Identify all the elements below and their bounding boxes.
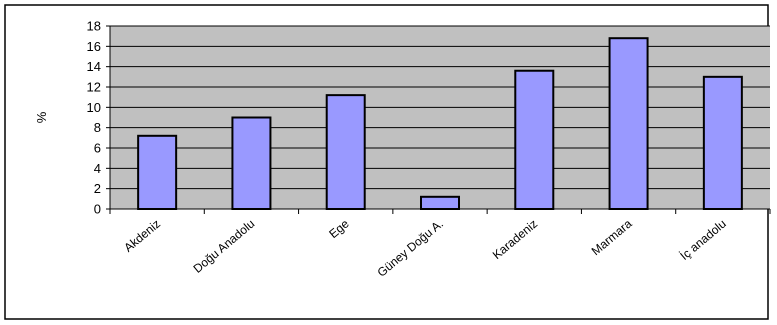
y-tick-label: 6 bbox=[94, 141, 101, 156]
bar-0 bbox=[137, 134, 178, 210]
y-tick-label: 2 bbox=[94, 181, 101, 196]
y-tick-label: 10 bbox=[87, 100, 101, 115]
bar-2 bbox=[325, 94, 366, 210]
y-tick-label: 14 bbox=[87, 59, 101, 74]
gridlines bbox=[110, 25, 770, 190]
axes bbox=[109, 26, 770, 210]
bar-1 bbox=[231, 116, 272, 210]
bar-5 bbox=[608, 37, 649, 211]
y-tick-label: 8 bbox=[94, 120, 101, 135]
y-tick-label: 18 bbox=[87, 19, 101, 34]
y-tick-label: 12 bbox=[87, 80, 101, 95]
bar-3 bbox=[420, 195, 460, 211]
bar-6 bbox=[702, 75, 743, 211]
plot-area bbox=[110, 26, 770, 209]
y-tick-label: 4 bbox=[94, 161, 101, 176]
y-ticks: 0 2 4 6 8 10 12 14 16 18 bbox=[87, 19, 110, 217]
y-axis-label: % bbox=[34, 111, 49, 123]
y-tick-label: 0 bbox=[94, 202, 101, 217]
bar-4 bbox=[514, 69, 555, 210]
y-tick-label: 16 bbox=[87, 39, 101, 54]
